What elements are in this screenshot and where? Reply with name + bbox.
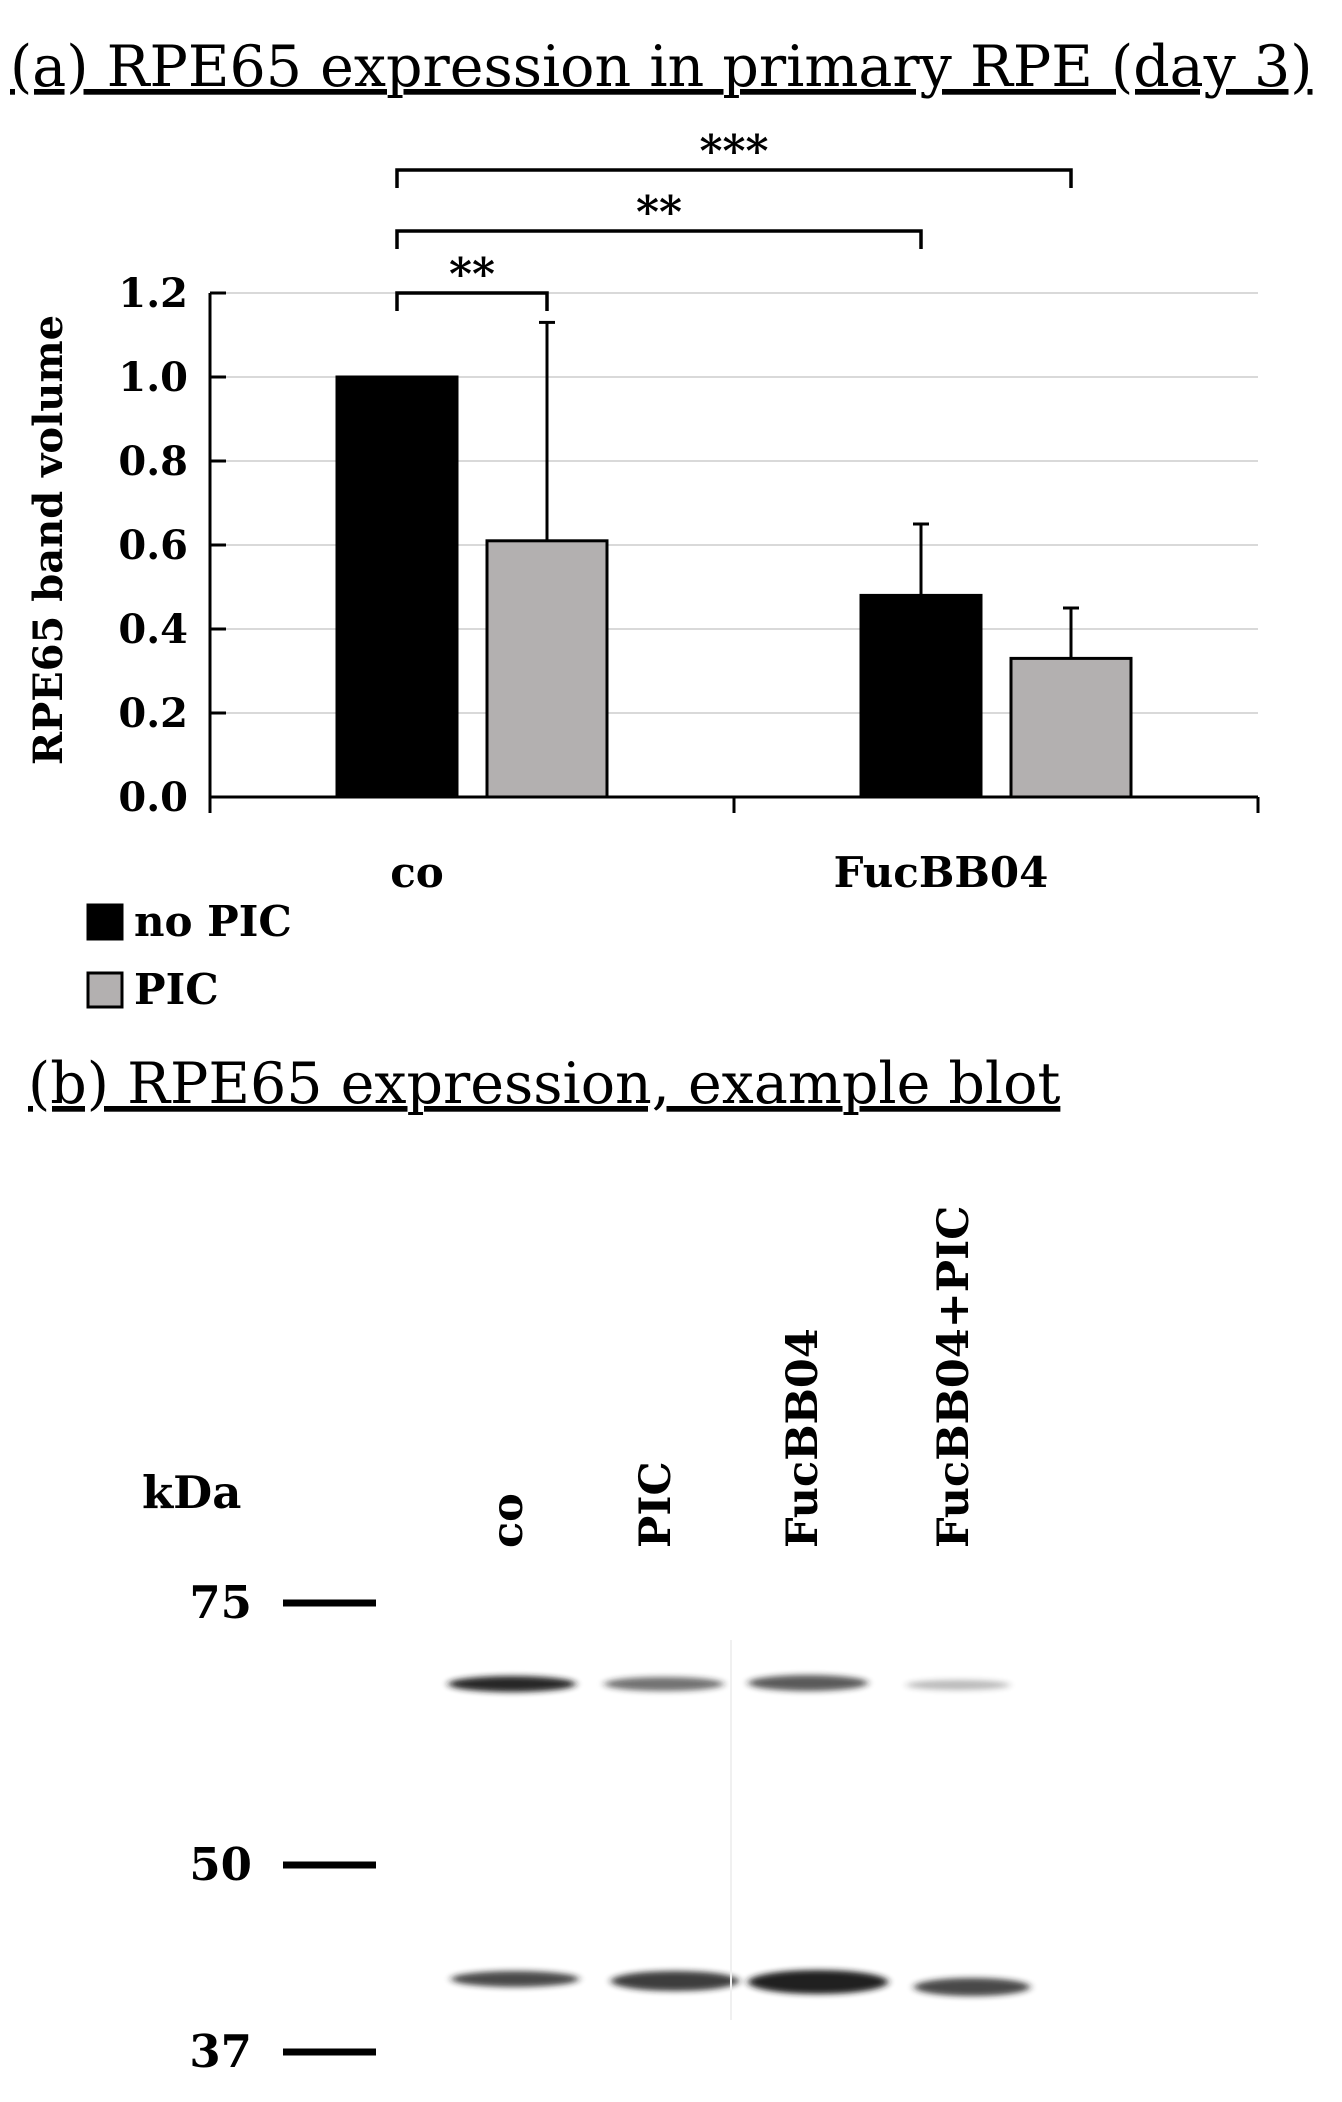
blot-band [611, 1971, 739, 1991]
blot-band [906, 1680, 1010, 1690]
chart-legend: no PIC PIC [86, 897, 292, 1014]
significance-bracket [395, 168, 1073, 188]
chart-y-tick-labels: 0.0 0.2 0.4 0.6 0.8 1.0 1.2 [118, 270, 188, 821]
legend-swatch [86, 971, 124, 1009]
significance-bracket [395, 229, 923, 249]
chart-significance-brackets: ******* [395, 126, 1073, 311]
blot-band [448, 1676, 576, 1692]
chart-bars [335, 375, 1133, 799]
blot-band [748, 1970, 888, 1994]
blot-molecular-weight-markers: 75 50 37 [189, 1576, 376, 2078]
blot-band [604, 1677, 724, 1691]
lane-label: FucBB04 [778, 1328, 828, 1548]
y-tick-label: 1.0 [118, 354, 188, 401]
y-tick-label: 0.4 [118, 606, 188, 653]
marker-label: 50 [189, 1838, 252, 1891]
bar [485, 539, 609, 799]
lane-label: co [483, 1493, 533, 1548]
category-label: FucBB04 [834, 848, 1049, 897]
significance-label: ** [636, 187, 682, 238]
lane-label: PIC [631, 1461, 681, 1548]
category-label: co [390, 848, 444, 897]
legend-swatch [86, 903, 124, 941]
blot-band [748, 1675, 868, 1691]
blot-band [914, 1978, 1030, 1996]
panel-a-title: (a) RPE65 expression in primary RPE (day… [10, 34, 1312, 100]
y-tick-label: 0.2 [118, 690, 188, 737]
significance-label: ** [449, 249, 495, 300]
y-tick-label: 0.8 [118, 438, 188, 485]
chart-axes [208, 291, 1260, 813]
marker-label: 75 [189, 1576, 252, 1629]
kda-label: kDa [142, 1466, 241, 1519]
blot-band [451, 1971, 579, 1987]
lane-label: FucBB04+PIC [929, 1206, 979, 1548]
blot-lane-labels: co PIC FucBB04 FucBB04+PIC [483, 1206, 979, 1548]
chart-y-axis-label: RPE65 band volume [25, 315, 72, 765]
significance-bracket [395, 291, 549, 311]
bar [1009, 656, 1133, 799]
chart-category-labels: co FucBB04 [390, 848, 1048, 897]
y-tick-label: 0.6 [118, 522, 188, 569]
legend-label: no PIC [134, 897, 292, 946]
bar [335, 375, 459, 799]
marker-label: 37 [189, 2025, 252, 2078]
blot-image [448, 1640, 1030, 2020]
chart-error-bars [539, 320, 1079, 659]
panel-b-title: (b) RPE65 expression, example blot [28, 1051, 1060, 1117]
y-tick-label: 1.2 [118, 270, 188, 317]
y-tick-label: 0.0 [118, 774, 188, 821]
significance-label: *** [699, 126, 768, 177]
legend-label: PIC [134, 965, 219, 1014]
bar [859, 593, 983, 799]
